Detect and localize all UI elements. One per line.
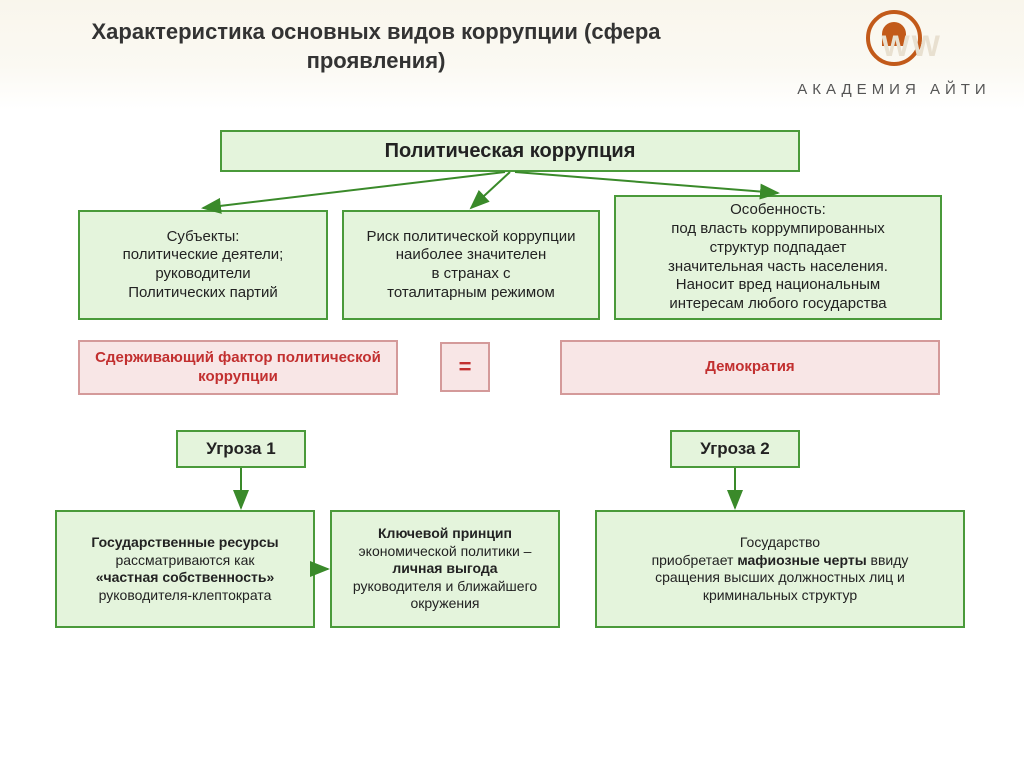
equals-text: = — [459, 353, 472, 381]
restraining-factor-text: Сдерживающий фактор политической коррупц… — [90, 349, 386, 387]
restraining-factor-box: Сдерживающий фактор политической коррупц… — [78, 340, 398, 395]
threat2-header: Угроза 2 — [670, 430, 800, 468]
main-topic-box: Политическая коррупция — [220, 130, 800, 172]
feature-box: Особенность: под власть коррумпированных… — [614, 195, 942, 320]
threat1-resources-text: Государственные ресурсы рассматриваются … — [91, 534, 278, 604]
feature-text: Особенность: под власть коррумпированных… — [668, 201, 888, 314]
subjects-box: Субъекты: политические деятели; руководи… — [78, 210, 328, 320]
threat2-box: Государство приобретает мафиозные черты … — [595, 510, 965, 628]
threat2-label: Угроза 2 — [700, 438, 769, 459]
page-title: Характеристика основных видов коррупции … — [56, 18, 696, 75]
democracy-box: Демократия — [560, 340, 940, 395]
subjects-text: Субъекты: политические деятели; руководи… — [123, 228, 284, 303]
brand-logo: WW АКАДЕМИЯ АЙТИ — [794, 10, 994, 98]
risk-box: Риск политической коррупции наиболее зна… — [342, 210, 600, 320]
brand-text: АКАДЕМИЯ АЙТИ — [794, 81, 994, 98]
main-topic-label: Политическая коррупция — [385, 139, 636, 164]
threat1-header: Угроза 1 — [176, 430, 306, 468]
equals-box: = — [440, 342, 490, 392]
logo-ww: WW — [881, 30, 942, 64]
threat1-label: Угроза 1 — [206, 438, 275, 459]
democracy-text: Демократия — [705, 358, 794, 377]
threat1-principle-box: Ключевой принцип экономической политики … — [330, 510, 560, 628]
threat1-principle-text: Ключевой принцип экономической политики … — [342, 525, 548, 613]
threat1-resources-box: Государственные ресурсы рассматриваются … — [55, 510, 315, 628]
threat2-text: Государство приобретает мафиозные черты … — [607, 534, 953, 604]
risk-text: Риск политической коррупции наиболее зна… — [367, 228, 576, 303]
